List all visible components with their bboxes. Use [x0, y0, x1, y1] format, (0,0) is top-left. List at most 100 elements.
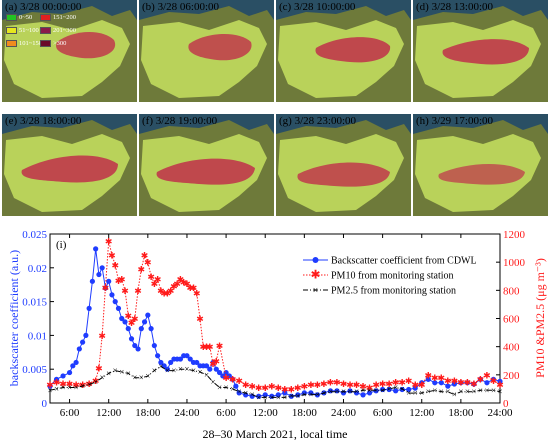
data-point-backscatter [256, 393, 262, 399]
data-point-pm10: ✱ [490, 376, 498, 386]
map-legend-item: 201~300 [40, 27, 76, 34]
data-point-pm10: ✱ [255, 383, 263, 393]
data-point-pm10: ✱ [281, 384, 289, 394]
x-tick-label: 6:00 [216, 407, 236, 419]
data-point-pm25: × [445, 387, 450, 397]
data-point-backscatter [99, 265, 105, 271]
data-point-pm10: ✱ [144, 258, 152, 268]
data-point-pm25: × [478, 385, 483, 395]
data-point-pm10: ✱ [79, 380, 87, 390]
data-point-pm10: ✱ [379, 379, 387, 389]
legend-label-backscatter: Backscatter coefficient from CDWL [331, 256, 477, 267]
data-point-backscatter [70, 363, 76, 369]
data-point-backscatter [230, 376, 236, 382]
data-point-backscatter [386, 386, 392, 393]
data-point-pm10: ✱ [180, 277, 188, 287]
panel-label: (h) 3/29 17:00:00 [416, 115, 493, 127]
data-point-backscatter [288, 393, 294, 399]
map-panel-a: (a) 3/28 00:00:00 0~50 151~200 51~100 20… [2, 0, 137, 102]
data-point-backscatter [220, 373, 226, 379]
data-point-pm25: × [439, 387, 444, 397]
data-point-pm25: × [178, 364, 183, 374]
data-point-pm25: × [361, 385, 366, 395]
data-point-pm10: ✱ [115, 276, 123, 286]
map-legend-item: >300 [40, 40, 66, 47]
legend-swatch [40, 14, 51, 21]
data-point-pm10: ✱ [431, 373, 439, 383]
data-point-pm10: ✱ [124, 311, 132, 321]
y-left-ticks: 0.025 0.02 0.015 0.01 0.005 0 [22, 230, 54, 410]
data-point-backscatter [112, 299, 118, 305]
data-point-pm10: ✱ [111, 260, 119, 270]
data-point-pm25: × [74, 383, 79, 393]
data-point-backscatter [177, 356, 184, 362]
data-point-pm10: ✱ [128, 318, 136, 328]
data-point-pm10: ✱ [248, 382, 256, 392]
data-point-pm10: ✱ [98, 331, 106, 341]
y-left-tick-label: 0.01 [28, 330, 47, 342]
y-right-tick-label: 1000 [503, 257, 526, 269]
data-point-pm25: × [132, 373, 137, 383]
data-point-backscatter [60, 373, 66, 379]
data-point-pm10: ✱ [398, 377, 406, 387]
data-point-backscatter [262, 392, 268, 398]
data-point-pm25: × [93, 377, 98, 387]
data-point-pm25: × [106, 368, 111, 378]
data-point-pm25: × [374, 385, 379, 395]
data-point-backscatter [425, 376, 431, 382]
data-point-pm25: × [315, 390, 320, 400]
data-point-pm10: ✱ [405, 376, 413, 386]
data-point-pm10: ✱ [186, 283, 194, 293]
legend-marker-backscatter [312, 257, 319, 263]
data-point-pm10: ✱ [167, 286, 175, 296]
data-point-backscatter [412, 385, 418, 391]
data-point-pm10: ✱ [154, 275, 162, 285]
data-point-pm10: ✱ [59, 379, 67, 389]
data-point-backscatter [216, 369, 223, 376]
data-point-backscatter [76, 346, 82, 352]
data-point-pm10: ✱ [190, 283, 198, 293]
data-point-pm25: × [302, 390, 307, 400]
panel-label: (a) 3/28 00:00:00 [5, 1, 82, 13]
data-point-pm10: ✱ [359, 382, 367, 392]
x-tick-label: 6:00 [373, 407, 393, 419]
data-point-backscatter [145, 312, 151, 318]
data-point-pm25: × [100, 373, 105, 383]
data-point-pm25: × [139, 373, 144, 383]
data-point-pm25: × [80, 381, 85, 391]
map-panel-c: (c) 3/28 10:00:00 [276, 0, 411, 102]
data-point-pm10: ✱ [242, 380, 250, 390]
x-tick-label: 18:00 [292, 407, 318, 419]
data-point-backscatter [393, 388, 399, 394]
data-point-pm25: × [432, 385, 437, 395]
data-point-pm25: × [184, 364, 189, 374]
data-point-pm25: × [211, 377, 216, 387]
panel-label: (c) 3/28 10:00:00 [279, 1, 356, 13]
data-point-backscatter [109, 292, 115, 298]
data-point-pm10: ✱ [392, 377, 400, 387]
chart-legend: Backscatter coefficient from CDWL ✱ PM10… [303, 256, 477, 297]
data-point-pm10: ✱ [105, 237, 113, 247]
map-image [276, 0, 411, 102]
data-point-pm25: × [484, 385, 489, 395]
data-point-pm25: × [47, 385, 52, 395]
data-point-pm25: × [217, 383, 222, 393]
data-point-pm10: ✱ [108, 251, 116, 261]
legend-swatch [40, 40, 51, 47]
data-point-backscatter [406, 386, 412, 393]
data-point-pm10: ✱ [118, 275, 126, 285]
data-point-pm25: × [152, 366, 157, 376]
data-point-backscatter [445, 383, 451, 389]
data-point-backscatter [484, 380, 490, 386]
data-point-backscatter [471, 381, 477, 387]
data-point-backscatter [158, 359, 164, 366]
data-point-backscatter [80, 339, 86, 345]
data-point-pm25: × [165, 366, 170, 376]
data-point-pm10: ✱ [222, 373, 230, 383]
data-point-pm10: ✱ [366, 383, 374, 393]
data-point-pm25: × [269, 392, 274, 402]
data-point-backscatter [53, 376, 60, 382]
data-point-pm10: ✱ [294, 383, 302, 393]
map-panel-g: (g) 3/28 23:00:00 [276, 114, 411, 216]
data-point-backscatter [106, 278, 112, 284]
